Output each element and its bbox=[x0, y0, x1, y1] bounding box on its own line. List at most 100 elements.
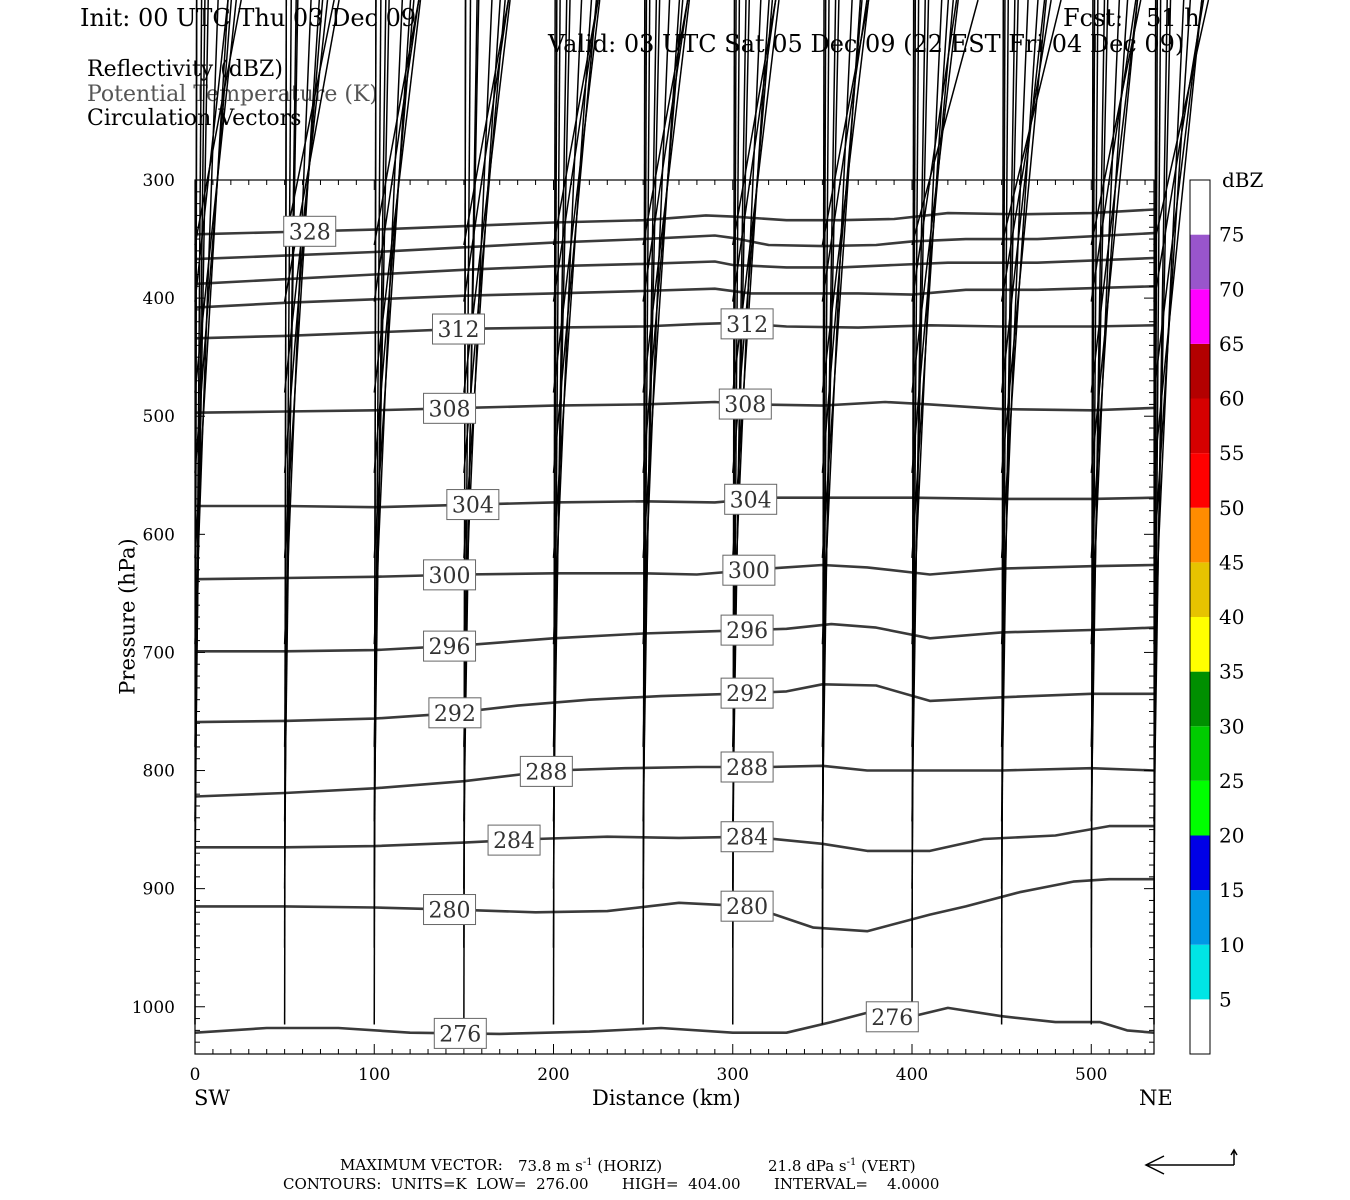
circulation-vector bbox=[1000, 0, 1052, 302]
y-tick-label: 500 bbox=[143, 407, 175, 427]
max-vector-horizontal-value: 73.8 m s bbox=[518, 1157, 583, 1175]
y-tick-label: 400 bbox=[143, 289, 175, 309]
contour-label: 276 bbox=[871, 1006, 913, 1031]
circulation-vector bbox=[642, 0, 689, 302]
contour-label-box bbox=[724, 483, 778, 515]
contour-label: 300 bbox=[429, 564, 471, 589]
colorbar-segment bbox=[1190, 671, 1210, 727]
x-axis-left-end-label: SW bbox=[194, 1086, 230, 1110]
unit-exponent: -1 bbox=[582, 1157, 593, 1168]
colorbar-segment bbox=[1190, 944, 1210, 1000]
theta-contour-288 bbox=[194, 764, 1155, 798]
x-axis-title: Distance (km) bbox=[592, 1086, 741, 1110]
vector-shaft bbox=[283, 0, 321, 558]
colorbar-segment bbox=[1190, 453, 1210, 508]
contour-label: 284 bbox=[493, 829, 535, 854]
theta-contour-304 bbox=[195, 496, 1155, 509]
colorbar-frame bbox=[1189, 179, 1211, 1055]
circulation-vector bbox=[911, 0, 979, 246]
circulation-vector bbox=[821, 0, 825, 1025]
colorbar-title: dBZ bbox=[1222, 168, 1264, 192]
contour-label: 328 bbox=[289, 220, 331, 245]
legend-potential-temperature: Potential Temperature (K) bbox=[87, 82, 378, 107]
colorbar-tick-label: 30 bbox=[1219, 714, 1244, 738]
theta-contour-284 bbox=[195, 824, 1154, 853]
circulation-vector bbox=[373, 0, 377, 1025]
circulation-vector bbox=[194, 0, 229, 302]
colorbar-tick-label: 55 bbox=[1219, 441, 1244, 465]
theta-contour-unlabeled-2 bbox=[194, 256, 1155, 286]
max-vector-horizontal: 73.8 m s-1 (HORIZ) bbox=[518, 1158, 662, 1174]
contour-label: 304 bbox=[452, 494, 494, 519]
circulation-vector bbox=[1090, 0, 1094, 1025]
contour-label-box bbox=[423, 392, 477, 424]
colorbar-segment bbox=[1190, 726, 1210, 781]
y-tick-label: 700 bbox=[143, 643, 175, 663]
contour-label: 292 bbox=[726, 682, 768, 707]
contour-label: 288 bbox=[525, 760, 567, 785]
contour-label-box bbox=[423, 559, 477, 591]
circulation-vector bbox=[1090, 0, 1137, 302]
contour-label: 280 bbox=[726, 895, 768, 920]
theta-contour-292 bbox=[194, 683, 1154, 724]
colorbar-segment bbox=[1190, 180, 1210, 235]
contour-label-box bbox=[487, 824, 541, 856]
colorbar-tick-label: 5 bbox=[1219, 987, 1232, 1011]
vector-shaft bbox=[821, 0, 825, 1025]
y-tick-label: 900 bbox=[143, 880, 175, 900]
vector-shaft bbox=[373, 0, 377, 1025]
contour-label: 296 bbox=[429, 635, 471, 660]
vector-shaft bbox=[1090, 0, 1137, 302]
y-tick-label: 600 bbox=[143, 525, 175, 545]
colorbar-tick-label: 65 bbox=[1219, 332, 1244, 356]
contour-label-box bbox=[519, 755, 573, 787]
x-tick-label: 300 bbox=[717, 1065, 749, 1085]
contour-label: 292 bbox=[434, 702, 476, 727]
circulation-vector bbox=[552, 0, 601, 393]
circulation-vector bbox=[642, 0, 689, 246]
circulation-vector bbox=[283, 0, 288, 1025]
contour-label: 288 bbox=[726, 756, 768, 781]
theta-contour-280 bbox=[195, 877, 1154, 933]
vector-shaft bbox=[552, 0, 599, 302]
colorbar-tick-label: 75 bbox=[1219, 223, 1244, 247]
circulation-vector bbox=[642, 0, 646, 1025]
vector-shaft bbox=[283, 0, 288, 1025]
contour-label-box bbox=[446, 489, 500, 521]
legend-reflectivity: Reflectivity (dBZ) bbox=[87, 57, 283, 82]
contour-label-box bbox=[718, 388, 772, 420]
contour-label-box bbox=[423, 894, 477, 926]
circulation-vector bbox=[1153, 0, 1210, 246]
colorbar-tick-label: 45 bbox=[1219, 550, 1244, 574]
theta-contour-308 bbox=[194, 400, 1155, 414]
contour-info: CONTOURS: UNITS=K LOW= 276.00 HIGH= 404.… bbox=[283, 1175, 940, 1193]
contour-label-box bbox=[432, 313, 486, 345]
max-vector-vertical: 21.8 dPa s-1 (VERT) bbox=[768, 1158, 916, 1174]
contour-label: 308 bbox=[724, 393, 766, 418]
vector-shaft bbox=[194, 0, 229, 302]
colorbar-tick-label: 40 bbox=[1219, 605, 1244, 629]
circulation-vector bbox=[283, 0, 321, 558]
colorbar-tick-label: 60 bbox=[1219, 387, 1244, 411]
max-vector-vertical-tag: (VERT) bbox=[861, 1157, 916, 1175]
x-tick-label: 500 bbox=[1075, 1065, 1107, 1085]
colorbar-tick-label: 70 bbox=[1219, 277, 1244, 301]
x-axis-right-end-label: NE bbox=[1139, 1086, 1173, 1110]
vector-shaft bbox=[552, 0, 556, 1025]
x-tick-label: 0 bbox=[190, 1065, 201, 1085]
colorbar-tick-label: 15 bbox=[1219, 878, 1244, 902]
unit-exponent: -1 bbox=[846, 1157, 857, 1168]
contour-label-box bbox=[720, 308, 774, 340]
contour-label-box bbox=[720, 614, 774, 646]
contour-label: 312 bbox=[438, 318, 480, 343]
contour-label-box bbox=[720, 677, 774, 709]
colorbar-segment bbox=[1190, 234, 1210, 290]
vector-shaft bbox=[911, 0, 979, 246]
colorbar-tick-label: 35 bbox=[1219, 660, 1244, 684]
vector-shaft bbox=[1000, 0, 1005, 1025]
x-tick-label: 100 bbox=[358, 1065, 390, 1085]
contour-label: 276 bbox=[439, 1022, 481, 1047]
colorbar-segment bbox=[1190, 398, 1210, 454]
colorbar-tick-label: 20 bbox=[1219, 824, 1244, 848]
contour-label-box bbox=[428, 697, 482, 729]
